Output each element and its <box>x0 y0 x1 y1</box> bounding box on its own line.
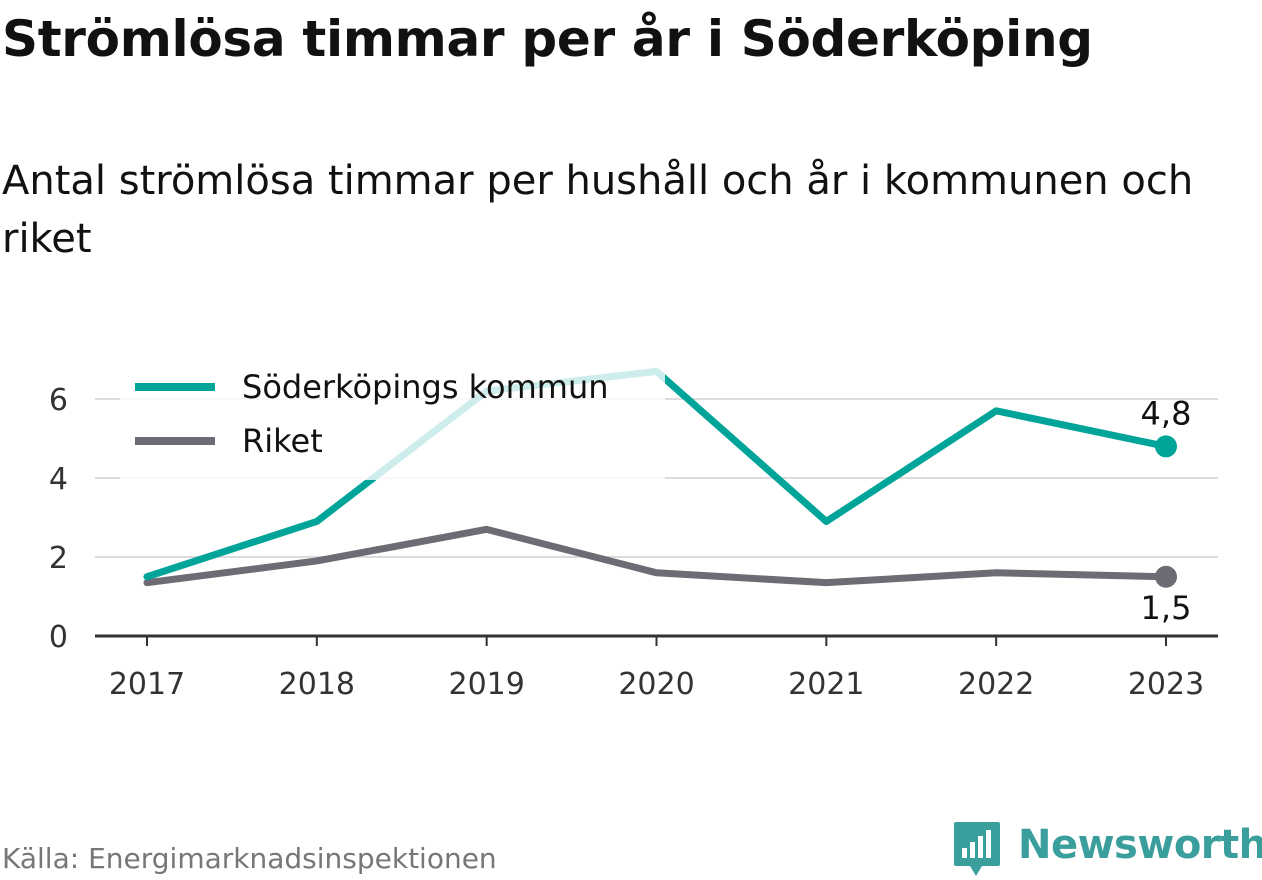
page-title: Strömlösa timmar per år i Söderköping <box>2 10 1093 68</box>
legend-label: Söderköpings kommun <box>242 368 609 406</box>
brand-name: Newsworthy <box>1018 822 1262 868</box>
end-value-label: 1,5 <box>1141 589 1192 627</box>
y-tick-label: 4 <box>49 462 68 497</box>
end-value-label: 4,8 <box>1141 394 1192 432</box>
page-subtitle: Antal strömlösa timmar per hushåll och å… <box>2 158 1194 262</box>
end-point-marker <box>1155 435 1177 458</box>
legend-label: Riket <box>242 422 323 460</box>
source-note: Källa: Energimarknadsinspektionen <box>2 842 497 875</box>
x-tick-label: 2020 <box>618 667 694 702</box>
newsworthy-logo-icon <box>954 822 1000 876</box>
end-point-marker <box>1155 565 1177 588</box>
x-tick-label: 2017 <box>109 667 185 702</box>
end-labels: 4,8 1,5 <box>1141 394 1192 626</box>
y-tick-label: 2 <box>49 541 68 576</box>
x-tick-label: 2019 <box>448 667 524 702</box>
series-line <box>143 525 1170 587</box>
x-axis-ticks: 2017 2018 2019 2020 2021 2022 2023 <box>109 636 1204 702</box>
x-tick-label: 2023 <box>1128 667 1204 702</box>
x-tick-label: 2021 <box>788 667 864 702</box>
y-tick-label: 6 <box>49 383 68 418</box>
y-axis-ticks: 0 2 4 6 <box>49 383 68 655</box>
legend: Söderköpings kommun Riket <box>120 352 665 480</box>
y-tick-label: 0 <box>49 620 68 655</box>
x-tick-label: 2018 <box>279 667 355 702</box>
x-tick-label: 2022 <box>958 667 1034 702</box>
legend-background <box>120 352 665 480</box>
